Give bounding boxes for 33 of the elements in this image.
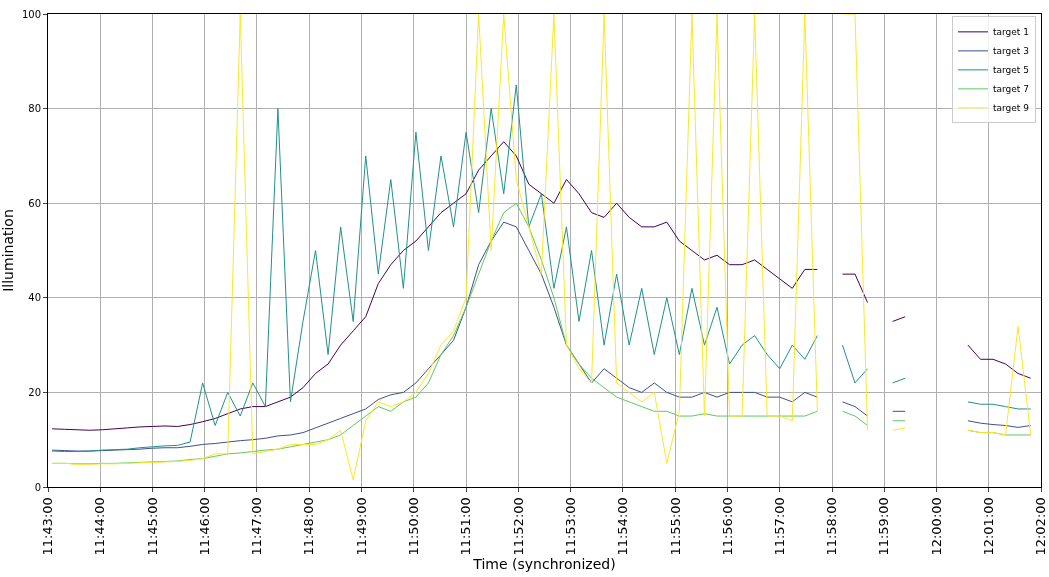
- x-tick-label: 11:53:00: [562, 497, 578, 556]
- x-tick-label: 12:02:00: [1033, 497, 1049, 556]
- x-tick-label: 11:54:00: [615, 497, 631, 556]
- x-tick-label: 11:47:00: [249, 497, 265, 556]
- x-tick-label: 11:44:00: [92, 497, 108, 556]
- legend-label: target 5: [993, 65, 1029, 76]
- x-tick-label: 11:48:00: [301, 497, 317, 556]
- x-axis-title: Time (synchronized): [472, 555, 616, 572]
- x-tick-label: 11:55:00: [667, 497, 683, 556]
- x-tick-label: 11:57:00: [771, 497, 787, 556]
- x-tick-label: 11:52:00: [510, 497, 526, 556]
- legend-label: target 3: [993, 46, 1029, 57]
- x-tick-label: 11:45:00: [144, 497, 160, 556]
- y-tick-label: 100: [21, 8, 41, 20]
- x-tick-label: 11:56:00: [719, 497, 735, 556]
- y-axis-title: Illumination: [0, 209, 16, 292]
- y-tick-label: 20: [28, 386, 41, 398]
- x-tick-label: 11:59:00: [876, 497, 892, 556]
- legend-label: target 1: [993, 27, 1029, 38]
- x-tick-label: 11:46:00: [197, 497, 213, 556]
- x-tick-label: 11:51:00: [458, 497, 474, 556]
- x-tick-label: 11:49:00: [353, 497, 369, 556]
- x-tick-label: 12:00:00: [928, 497, 944, 556]
- x-tick-label: 11:58:00: [824, 497, 840, 556]
- x-tick-label: 12:01:00: [981, 497, 997, 556]
- x-tick-label: 11:50:00: [405, 497, 421, 556]
- x-tick-label: 11:43:00: [40, 497, 56, 556]
- y-tick-label: 0: [34, 481, 41, 493]
- y-tick-label: 40: [28, 292, 41, 304]
- legend-label: target 7: [993, 84, 1029, 95]
- legend-label: target 9: [993, 103, 1030, 114]
- y-tick-label: 60: [28, 197, 41, 209]
- y-tick-label: 80: [28, 103, 41, 115]
